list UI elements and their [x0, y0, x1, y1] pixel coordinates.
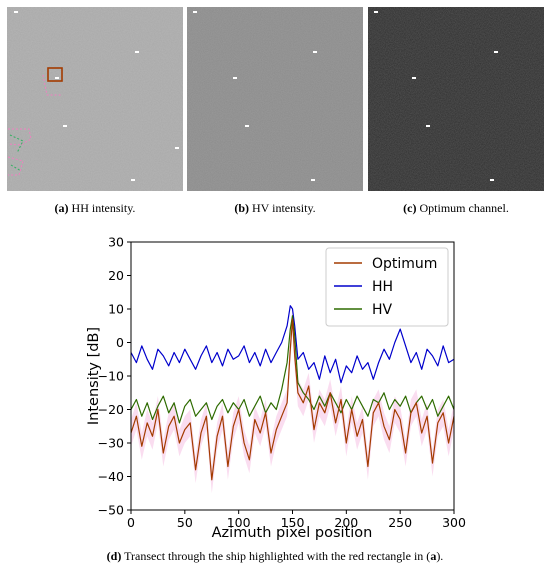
figure-caption-d: (d) Transect through the ship highlighte… [0, 549, 550, 564]
caption-a-letter: (a) [54, 201, 69, 215]
x-axis-label: Azimuth pixel position [212, 525, 373, 541]
legend-label-optimum: Optimum [372, 256, 437, 272]
caption-d-end: ). [436, 549, 444, 563]
y-tick-label: 10 [108, 302, 124, 317]
y-tick-label: 20 [108, 268, 124, 283]
caption-c: (c) Optimum channel. [368, 201, 544, 216]
legend-box [325, 247, 449, 327]
hh-intensity-image [7, 7, 183, 191]
caption-c-text: Optimum channel. [419, 201, 509, 215]
x-tick-label: 250 [388, 515, 412, 530]
hv-intensity-image [187, 7, 363, 191]
caption-d-ref: a [430, 549, 437, 563]
y-tick-label: 0 [116, 335, 124, 350]
caption-a: (a) HH intensity. [7, 201, 183, 216]
y-axis-label: Intensity [dB] [86, 327, 102, 425]
x-tick-label: 100 [227, 515, 251, 530]
legend: Optimum HH HV [325, 247, 449, 327]
axis-ticks: 0 50 100 150 200 250 300 −50 −40 −30 −20 −10 0 10 20 30 [98, 235, 466, 531]
series-line-hv [130, 315, 455, 424]
y-tick-label: −10 [98, 369, 124, 384]
caption-c-letter: (c) [403, 201, 417, 215]
x-tick-label: 150 [281, 515, 305, 530]
series-line-hh [130, 305, 455, 384]
x-tick-label: 50 [177, 515, 193, 530]
legend-label-hh: HH [372, 279, 393, 295]
caption-d-text: Transect through the ship highlighted wi… [124, 549, 431, 563]
caption-b-text: HV intensity. [252, 201, 316, 215]
series-line-optimum [130, 318, 455, 481]
caption-d-letter: (d) [106, 549, 122, 563]
x-tick-label: 200 [334, 515, 358, 530]
x-tick-label: 300 [442, 515, 466, 530]
caption-a-text: HH intensity. [71, 201, 136, 215]
caption-b: (b) HV intensity. [187, 201, 363, 216]
x-tick-label: 0 [127, 515, 135, 530]
transect-chart: 0 50 100 150 200 250 300 −50 −40 −30 −20 −10 0 10 20 30… [86, 235, 466, 542]
y-tick-label: 30 [108, 235, 124, 250]
y-tick-label: −40 [98, 469, 124, 484]
caption-b-letter: (b) [234, 201, 249, 215]
legend-label-hv: HV [372, 302, 393, 318]
optimum-range-band [131, 305, 454, 494]
y-tick-label: −50 [98, 503, 124, 518]
plot-area [130, 305, 455, 494]
y-tick-label: −20 [98, 402, 124, 417]
highlight-rectangle [47, 67, 63, 82]
optimum-channel-image [368, 7, 544, 191]
y-tick-label: −30 [98, 436, 124, 451]
